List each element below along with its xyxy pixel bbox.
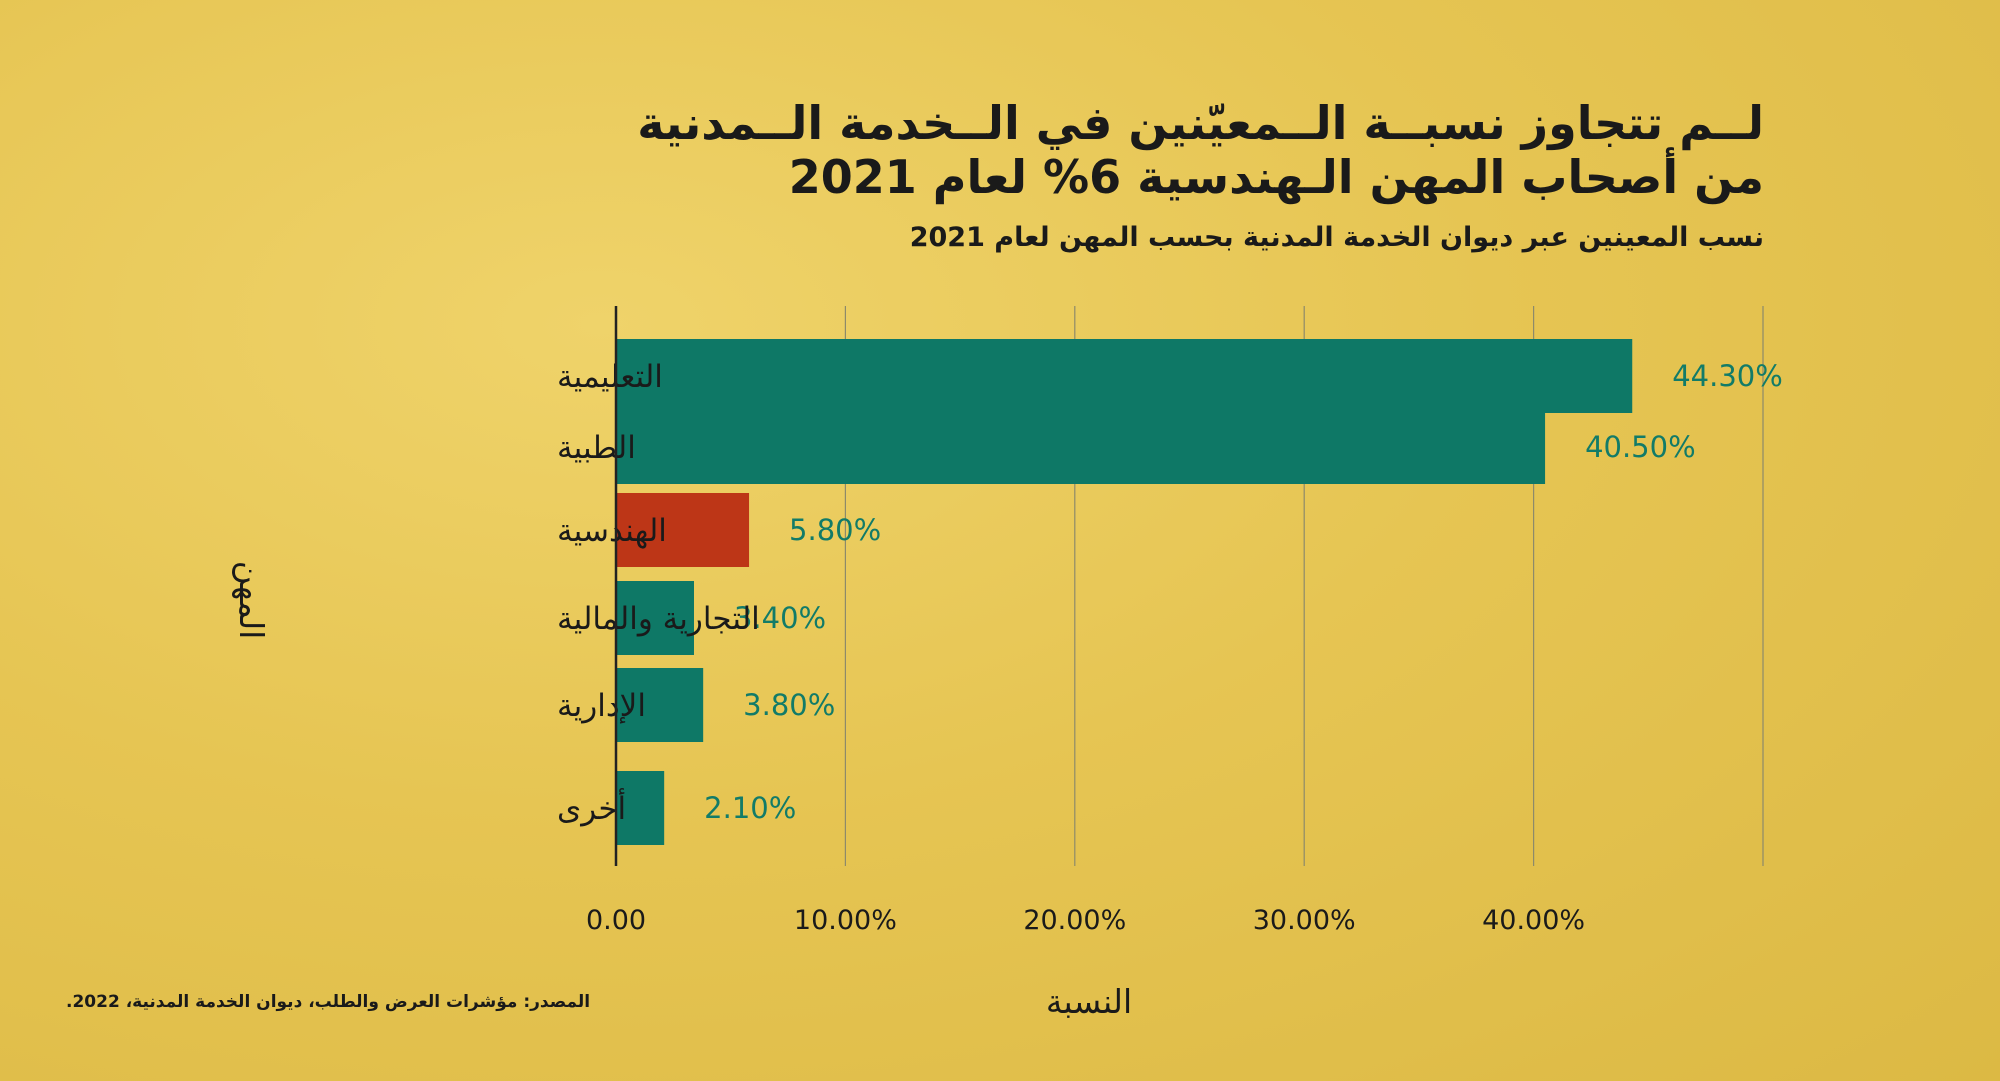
chart-title-line-1: لــم تتجاوز نسبــة الــمعيّنين في الــخد… [637, 96, 1764, 150]
y-axis-title: المهن [232, 561, 271, 640]
x-tick-label: 10.00% [794, 905, 897, 936]
bars [616, 339, 1633, 845]
x-tick-label: 0.00 [586, 905, 646, 936]
bar-highlight [616, 493, 750, 567]
bar-value-label: 2.10% [704, 791, 796, 825]
bar-value-label: 40.50% [1585, 430, 1696, 464]
source-note: المصدر: مؤشرات العرض والطلب، ديوان الخدم… [66, 992, 591, 1012]
chart-title-line-2: من أصحاب المهن الـهندسية 6% لعام 2021 [788, 150, 1764, 204]
bar-value-label: 3.40% [734, 601, 826, 635]
bar [616, 410, 1546, 484]
category-label: التجارية والمالية [557, 601, 760, 637]
x-tick-label: 20.00% [1023, 905, 1126, 936]
category-label: أخرى [557, 788, 626, 827]
category-label: الهندسية [557, 513, 667, 549]
x-tick-label: 40.00% [1482, 905, 1585, 936]
bar [616, 771, 665, 845]
bar-value-label: 3.80% [743, 688, 835, 722]
labels: 0.00 10.00% 20.00% 30.00% 40.00% 44.30% التعلي… [557, 359, 1783, 936]
bar [616, 581, 694, 655]
x-axis-title: النسبة [1046, 982, 1132, 1021]
category-label: التعليمية [557, 359, 663, 395]
x-tick-label: 30.00% [1253, 905, 1356, 936]
chart-subtitle: نسب المعينين عبر ديوان الخدمة المدنية بح… [909, 222, 1764, 253]
bar-value-label: 44.30% [1672, 359, 1783, 393]
bar [616, 668, 704, 742]
bar [616, 339, 1633, 413]
category-label: الطبية [557, 430, 636, 466]
bar-value-label: 5.80% [789, 513, 881, 547]
category-label: الإدارية [557, 688, 646, 724]
